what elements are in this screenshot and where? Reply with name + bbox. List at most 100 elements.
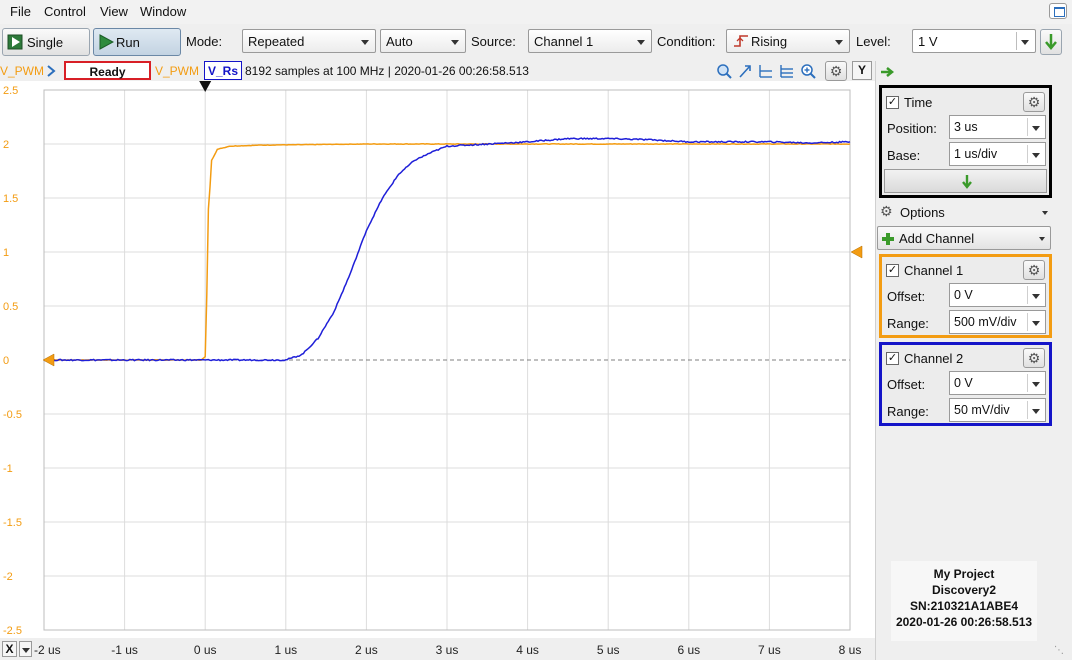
condition-select[interactable]: Rising — [726, 29, 850, 53]
run-button-label: Run — [116, 35, 140, 50]
y-axis-button[interactable]: Y — [852, 61, 872, 80]
y-tick-label: -1 — [3, 463, 13, 475]
channel1-enable-checkbox[interactable]: ✓ — [886, 264, 899, 277]
cursor-horizontal-icon[interactable] — [758, 63, 774, 79]
plot-settings-gear-icon[interactable]: ⚙ — [825, 61, 847, 81]
y-tick-label: 1.5 — [3, 193, 18, 205]
menu-control[interactable]: Control — [44, 4, 86, 19]
window-restore-icon[interactable] — [1049, 3, 1067, 19]
chevron-down-icon — [1039, 237, 1045, 241]
menu-bar: File Control View Window — [0, 0, 1072, 24]
chevron-down-icon — [1032, 382, 1040, 387]
y-tick-label: 0 — [3, 355, 9, 367]
chevron-down-icon — [1032, 409, 1040, 414]
x-tick-label: 2 us — [355, 643, 378, 657]
time-apply-button[interactable] — [884, 169, 1047, 193]
autoscale-icon[interactable] — [737, 63, 753, 79]
chevron-down-icon — [1021, 40, 1029, 45]
channel2-offset-value: 0 V — [954, 376, 973, 390]
channel1-offset-input[interactable]: 0 V — [949, 283, 1046, 307]
channel1-settings-gear-icon[interactable]: ⚙ — [1023, 260, 1045, 280]
cursor-vertical-icon[interactable] — [779, 63, 795, 79]
single-run-icon — [7, 34, 23, 50]
combo-separator — [1027, 374, 1028, 392]
channel1-panel: ✓ Channel 1 ⚙ Offset: 0 V Range: 500 mV/… — [879, 254, 1052, 338]
channel2-range-input[interactable]: 50 mV/div — [949, 398, 1046, 422]
y-tick-label: -0.5 — [3, 409, 22, 421]
channel2-offset-input[interactable]: 0 V — [949, 371, 1046, 395]
chevron-down-icon — [361, 40, 369, 45]
channel2-tag[interactable]: V_Rs — [204, 61, 242, 80]
menu-window[interactable]: Window — [140, 4, 187, 19]
chevron-down-icon — [1042, 211, 1048, 215]
source-select-value: Channel 1 — [534, 34, 594, 49]
channel1-offset-value: 0 V — [954, 288, 973, 302]
x-axis-tick-labels: -2 us -1 us 0 us 1 us 2 us 3 us 4 us 5 us 6 us 7 … — [34, 643, 861, 657]
add-channel-button[interactable]: Add Channel — [877, 226, 1051, 250]
menu-file[interactable]: File — [10, 4, 31, 19]
level-label: Level: — [856, 34, 891, 49]
channel1-range-value: 500 mV/div — [954, 315, 1017, 329]
channel1-offset-marker[interactable] — [42, 353, 55, 367]
trigger-auto-value: Auto — [386, 34, 413, 49]
channel2-settings-gear-icon[interactable]: ⚙ — [1023, 348, 1045, 368]
arrow-right-icon[interactable] — [880, 66, 894, 78]
single-button[interactable]: Single — [2, 28, 90, 56]
position-input[interactable]: 3 us — [949, 115, 1046, 139]
trigger-level-marker[interactable] — [850, 245, 863, 259]
source-label: Source: — [471, 34, 516, 49]
single-button-label: Single — [27, 35, 64, 50]
channel1-title: Channel 1 — [904, 263, 964, 278]
plot-markers — [42, 81, 863, 367]
base-input[interactable]: 1 us/div — [949, 142, 1046, 166]
channel2-title: Channel 2 — [904, 351, 964, 366]
options-label: Options — [900, 205, 945, 220]
zoom-fit-icon[interactable] — [716, 63, 732, 79]
level-to-50-button[interactable] — [1040, 29, 1062, 55]
time-enable-checkbox[interactable]: ✓ — [886, 96, 899, 109]
options-row[interactable]: ⚙ Options — [879, 203, 1052, 223]
trigger-auto-select[interactable]: Auto — [380, 29, 466, 53]
y-tick-label: 0.5 — [3, 301, 18, 313]
x-axis-button[interactable]: X — [2, 641, 17, 657]
x-tick-label: 0 us — [194, 643, 217, 657]
level-input[interactable]: 1 V — [912, 29, 1036, 53]
position-label: Position: — [887, 121, 937, 136]
y-tick-label: 2 — [3, 139, 9, 151]
info-timestamp: 2020-01-26 00:26:58.513 — [895, 615, 1033, 629]
time-settings-gear-icon[interactable]: ⚙ — [1023, 92, 1045, 112]
toolbar: Single Run Mode: Repeated Auto Source: C… — [0, 25, 1072, 60]
channel1-range-input[interactable]: 500 mV/div — [949, 310, 1046, 334]
x-tick-label: 5 us — [597, 643, 620, 657]
y-tick-label: -2.5 — [3, 625, 22, 637]
resize-grip-icon[interactable]: ⋱ — [1054, 645, 1064, 656]
x-tick-label: 1 us — [274, 643, 297, 657]
x-axis-dropdown[interactable] — [19, 641, 32, 657]
chevron-down-icon — [1032, 321, 1040, 326]
run-button[interactable]: Run — [93, 28, 181, 56]
channel1-tag[interactable]: V_PWM — [155, 64, 200, 78]
chevron-down-icon — [1032, 153, 1040, 158]
base-label: Base: — [887, 148, 921, 163]
position-value: 3 us — [954, 120, 978, 134]
x-tick-label: 4 us — [516, 643, 539, 657]
y-tick-label: 2.5 — [3, 85, 18, 97]
zoom-in-icon[interactable] — [800, 63, 816, 79]
menu-view[interactable]: View — [100, 4, 128, 19]
trigger-position-marker[interactable] — [199, 81, 212, 92]
mode-select[interactable]: Repeated — [242, 29, 376, 53]
mode-select-value: Repeated — [248, 34, 305, 49]
combo-separator — [1027, 145, 1028, 163]
arrow-down-icon — [1045, 34, 1057, 50]
right-panel: ✓ Time ⚙ Position: 3 us Base: 1 us/div ⚙… — [875, 61, 1072, 660]
channel2-panel: ✓ Channel 2 ⚙ Offset: 0 V Range: 50 mV/d… — [879, 342, 1052, 426]
y-tick-label: -2 — [3, 571, 13, 583]
combo-separator — [1027, 401, 1028, 419]
oscilloscope-plot[interactable]: 2.5 2 1.5 1 0.5 0 -0.5 -1 -1.5 -2 -2.5 — [0, 81, 875, 638]
channel2-enable-checkbox[interactable]: ✓ — [886, 352, 899, 365]
arrow-down-icon — [962, 175, 972, 189]
source-select[interactable]: Channel 1 — [528, 29, 652, 53]
rising-edge-icon — [734, 35, 748, 47]
plot-grid — [43, 89, 851, 631]
combo-separator — [1027, 118, 1028, 136]
